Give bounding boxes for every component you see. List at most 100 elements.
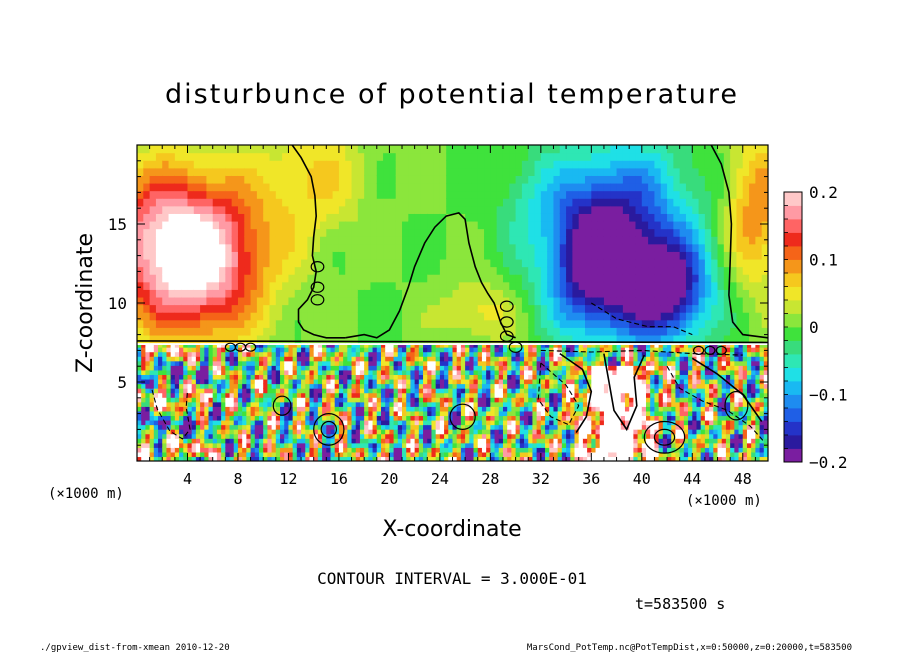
turb-cell bbox=[511, 424, 517, 430]
heat-cell bbox=[137, 152, 144, 161]
turb-cell bbox=[141, 442, 147, 448]
turb-cell bbox=[402, 388, 407, 394]
heat-cell bbox=[231, 304, 239, 313]
turb-cell bbox=[414, 456, 420, 461]
turb-cell bbox=[435, 392, 441, 398]
turb-cell bbox=[322, 424, 327, 430]
turb-cell bbox=[393, 378, 399, 385]
heat-cell bbox=[648, 152, 656, 161]
turb-cell bbox=[183, 447, 189, 453]
turb-cell bbox=[423, 347, 428, 353]
heat-cell bbox=[187, 327, 195, 336]
turb-cell bbox=[376, 378, 382, 385]
heat-cell bbox=[534, 220, 542, 230]
turb-cell bbox=[427, 365, 433, 371]
turb-cell bbox=[153, 397, 159, 403]
turb-cell bbox=[179, 451, 184, 458]
turb-cell bbox=[330, 360, 336, 366]
turb-cell bbox=[263, 415, 269, 421]
heat-cell bbox=[168, 190, 176, 199]
turb-cell bbox=[393, 447, 399, 453]
turb-cell bbox=[322, 401, 327, 407]
heat-cell bbox=[408, 258, 416, 268]
turb-cell bbox=[486, 447, 491, 453]
heat-cell bbox=[648, 304, 656, 313]
heat-cell bbox=[635, 327, 643, 336]
heat-cell bbox=[711, 319, 719, 328]
heat-cell bbox=[521, 319, 529, 328]
heat-cell bbox=[219, 145, 226, 154]
heat-cell bbox=[484, 251, 491, 260]
turb-cell bbox=[229, 424, 235, 430]
heat-cell bbox=[338, 258, 346, 268]
heat-cell bbox=[534, 167, 542, 176]
heat-cell bbox=[351, 281, 359, 290]
heat-cell bbox=[667, 251, 674, 260]
turb-cell bbox=[359, 378, 365, 385]
turb-cell bbox=[322, 447, 327, 453]
turb-cell bbox=[511, 397, 517, 403]
heat-cell bbox=[679, 274, 687, 283]
heat-cell bbox=[572, 213, 580, 222]
heat-cell bbox=[389, 160, 397, 169]
heat-cell bbox=[446, 312, 454, 321]
turb-cell bbox=[296, 401, 302, 407]
turb-cell bbox=[490, 438, 496, 444]
turb-cell bbox=[481, 415, 487, 421]
turb-cell bbox=[397, 419, 403, 426]
turb-cell bbox=[402, 447, 407, 453]
turb-cell bbox=[237, 374, 243, 380]
turb-cell bbox=[187, 356, 193, 362]
heat-cell bbox=[155, 198, 163, 207]
heat-cell bbox=[755, 228, 763, 237]
heat-cell bbox=[231, 266, 239, 275]
turb-cell bbox=[246, 406, 252, 412]
heat-cell bbox=[351, 190, 359, 199]
heat-cell bbox=[730, 152, 738, 161]
heat-cell bbox=[534, 327, 542, 336]
turb-cell bbox=[225, 429, 231, 435]
heat-cell bbox=[717, 228, 725, 237]
heat-cell bbox=[275, 258, 283, 268]
turb-cell bbox=[158, 451, 163, 458]
heat-cell bbox=[572, 205, 580, 214]
turb-cell bbox=[153, 383, 159, 389]
heat-cell bbox=[212, 213, 220, 222]
turb-cell bbox=[137, 383, 142, 389]
heat-cell bbox=[420, 228, 428, 237]
turb-cell bbox=[347, 388, 353, 394]
heat-cell bbox=[250, 327, 258, 336]
heat-cell bbox=[484, 198, 491, 207]
heat-cell bbox=[168, 251, 176, 260]
heat-cell bbox=[256, 213, 264, 222]
heat-cell bbox=[496, 213, 504, 222]
turb-cell bbox=[439, 392, 445, 398]
heat-cell bbox=[137, 160, 144, 169]
turb-cell bbox=[456, 345, 462, 348]
heat-cell bbox=[231, 175, 239, 184]
turb-cell bbox=[225, 451, 231, 458]
turb-cell bbox=[141, 410, 147, 417]
heat-cell bbox=[414, 327, 422, 336]
turb-cell bbox=[305, 401, 311, 407]
turb-cell bbox=[275, 360, 281, 366]
heat-cell bbox=[641, 334, 649, 344]
heat-cell bbox=[244, 327, 252, 336]
turb-cell bbox=[141, 347, 147, 353]
heat-cell bbox=[509, 228, 517, 237]
heat-cell bbox=[629, 205, 637, 214]
turb-cell bbox=[355, 374, 361, 380]
heat-cell bbox=[181, 251, 189, 260]
turb-cell bbox=[258, 388, 264, 394]
heat-cell bbox=[307, 198, 315, 207]
heat-cell bbox=[528, 327, 536, 336]
heat-cell bbox=[698, 167, 706, 176]
turb-cell bbox=[158, 433, 163, 439]
turb-cell bbox=[469, 369, 475, 376]
turb-cell bbox=[195, 442, 201, 448]
heat-cell bbox=[749, 258, 756, 268]
heat-cell bbox=[446, 274, 454, 283]
heat-cell bbox=[723, 236, 731, 245]
heat-cell bbox=[654, 175, 662, 184]
heat-cell bbox=[256, 258, 264, 268]
